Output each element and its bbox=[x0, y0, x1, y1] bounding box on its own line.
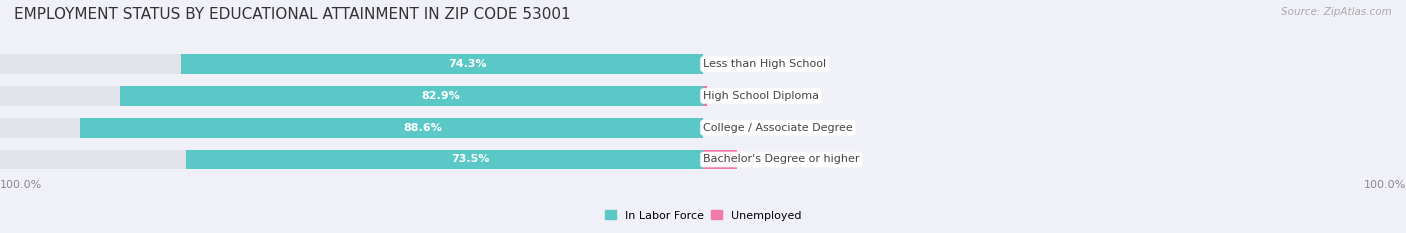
Text: 0.0%: 0.0% bbox=[713, 59, 742, 69]
Bar bbox=[703, 150, 737, 169]
Text: 82.9%: 82.9% bbox=[422, 91, 460, 101]
Text: Bachelor's Degree or higher: Bachelor's Degree or higher bbox=[703, 154, 859, 164]
Text: Source: ZipAtlas.com: Source: ZipAtlas.com bbox=[1281, 7, 1392, 17]
Bar bbox=[120, 86, 703, 106]
Text: 100.0%: 100.0% bbox=[1364, 180, 1406, 190]
Text: 100.0%: 100.0% bbox=[0, 180, 42, 190]
Bar bbox=[0, 118, 703, 137]
Text: EMPLOYMENT STATUS BY EDUCATIONAL ATTAINMENT IN ZIP CODE 53001: EMPLOYMENT STATUS BY EDUCATIONAL ATTAINM… bbox=[14, 7, 571, 22]
Bar bbox=[0, 54, 703, 74]
Bar bbox=[0, 150, 703, 169]
Text: 88.6%: 88.6% bbox=[404, 123, 441, 133]
Bar bbox=[186, 150, 703, 169]
Text: College / Associate Degree: College / Associate Degree bbox=[703, 123, 853, 133]
Bar bbox=[703, 86, 707, 106]
Legend: In Labor Force, Unemployed: In Labor Force, Unemployed bbox=[600, 206, 806, 225]
Bar bbox=[80, 118, 703, 137]
Text: 73.5%: 73.5% bbox=[451, 154, 489, 164]
Text: High School Diploma: High School Diploma bbox=[703, 91, 820, 101]
Text: 74.3%: 74.3% bbox=[449, 59, 488, 69]
Text: 0.6%: 0.6% bbox=[718, 91, 747, 101]
Bar bbox=[181, 54, 703, 74]
Bar bbox=[0, 86, 703, 106]
Text: 0.0%: 0.0% bbox=[713, 123, 742, 133]
Text: Less than High School: Less than High School bbox=[703, 59, 827, 69]
Text: 4.8%: 4.8% bbox=[748, 154, 776, 164]
